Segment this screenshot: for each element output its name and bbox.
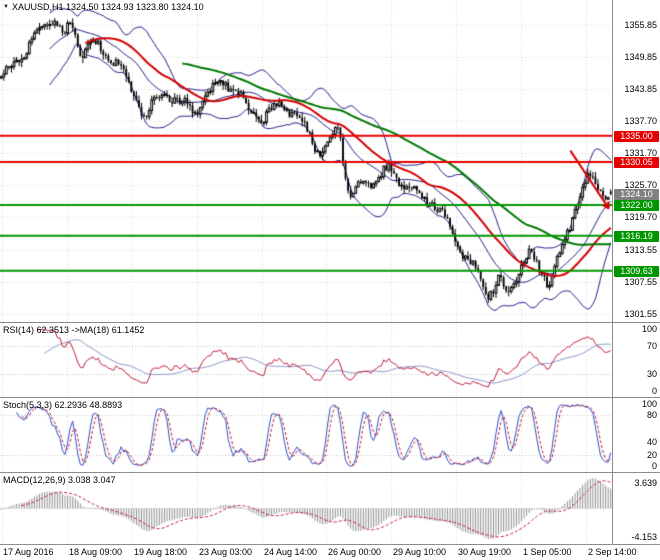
resistance-price-tag: 1335.00 [614,131,659,142]
price-label: 1343.85 [624,84,657,94]
stoch-title: Stoch(5,3,3) 62.2936 48.8893 [3,400,122,410]
stoch-label: 20 [646,450,657,460]
panel-separator[interactable] [0,472,660,473]
price-label: 1355.85 [624,20,657,30]
time-label: 2 Sep 14:00 [588,547,637,557]
time-label: 17 Aug 2016 [3,547,54,557]
macd-canvas[interactable] [0,473,612,544]
macd-axis[interactable]: 3.639 -4.153 [612,473,660,544]
rsi-title-text: RSI(14) 62.3513 ->MA(18) 61.1452 [3,325,145,335]
stoch-canvas[interactable] [0,398,612,472]
stoch-label: 100 [641,399,657,409]
rsi-label: 100 [641,324,657,334]
stoch-axis[interactable]: 100 80 40 20 0 [612,398,660,472]
price-label: 1331.70 [624,148,657,158]
price-axis[interactable]: 1355.85 1349.85 1343.85 1337.70 1331.70 1325.… [612,0,660,322]
time-label: 26 Aug 00:00 [328,547,382,557]
macd-label: 3.639 [634,478,657,488]
panel-separator[interactable] [0,397,660,398]
chart-marker-icon: ▼ [3,4,9,10]
rsi-canvas[interactable] [0,323,612,397]
chart-title: ▼ XAUUSD,H1 1324.50 1324.93 1323.80 1324… [3,2,204,12]
main-chart-panel: 1355.85 1349.85 1343.85 1337.70 1331.70 1325.… [0,0,660,322]
support-price-tag: 1316.19 [614,231,659,242]
price-label: 1307.55 [624,277,657,287]
resistance-price-tag: 1330.05 [614,157,659,168]
price-label: 1325.70 [624,180,657,190]
time-label: 30 Aug 19:00 [458,547,512,557]
stoch-label: 80 [646,410,657,420]
price-label: 1301.55 [624,309,657,319]
stoch-label: 0 [651,461,657,471]
macd-panel: 3.639 -4.153 MACD(12,26,9) 3.038 3.047 [0,473,660,544]
time-label: 1 Sep 05:00 [523,547,572,557]
time-label: 23 Aug 03:00 [199,547,253,557]
rsi-panel: 100 70 30 0 RSI(14) 62.3513 ->MA(18) 61.145… [0,323,660,397]
price-label: 1337.70 [624,116,657,126]
stoch-title-text: Stoch(5,3,3) 62.2936 48.8893 [3,400,123,410]
price-chart-canvas[interactable] [0,0,612,322]
macd-title-text: MACD(12,26,9) 3.038 3.047 [3,475,116,485]
time-label: 24 Aug 14:00 [264,547,318,557]
panel-separator[interactable] [0,322,660,323]
rsi-label: 70 [646,341,657,351]
rsi-label: 30 [646,369,657,379]
current-price-tag: 1324.10 [614,189,659,200]
support-price-tag: 1309.63 [614,266,659,277]
rsi-axis[interactable]: 100 70 30 0 [612,323,660,397]
stoch-panel: 100 80 40 20 0 Stoch(5,3,3) 62.2936 48.8893 [0,398,660,472]
time-label: 19 Aug 18:00 [134,547,188,557]
stoch-label: 40 [646,437,657,447]
time-label: 29 Aug 10:00 [393,547,447,557]
price-label: 1349.85 [624,52,657,62]
support-price-tag: 1322.00 [614,200,659,211]
time-label: 18 Aug 09:00 [69,547,123,557]
macd-title: MACD(12,26,9) 3.038 3.047 [3,475,116,485]
rsi-title: RSI(14) 62.3513 ->MA(18) 61.1452 [3,325,144,335]
chart-title-text: XAUUSD,H1 1324.50 1324.93 1323.80 1324.1… [11,2,204,12]
macd-label: -4.153 [631,532,657,542]
rsi-label: 0 [651,386,657,396]
time-axis[interactable]: 17 Aug 2016 18 Aug 09:00 19 Aug 18:00 23 Au… [0,544,660,560]
price-label: 1313.55 [624,245,657,255]
price-label: 1319.70 [624,212,657,222]
